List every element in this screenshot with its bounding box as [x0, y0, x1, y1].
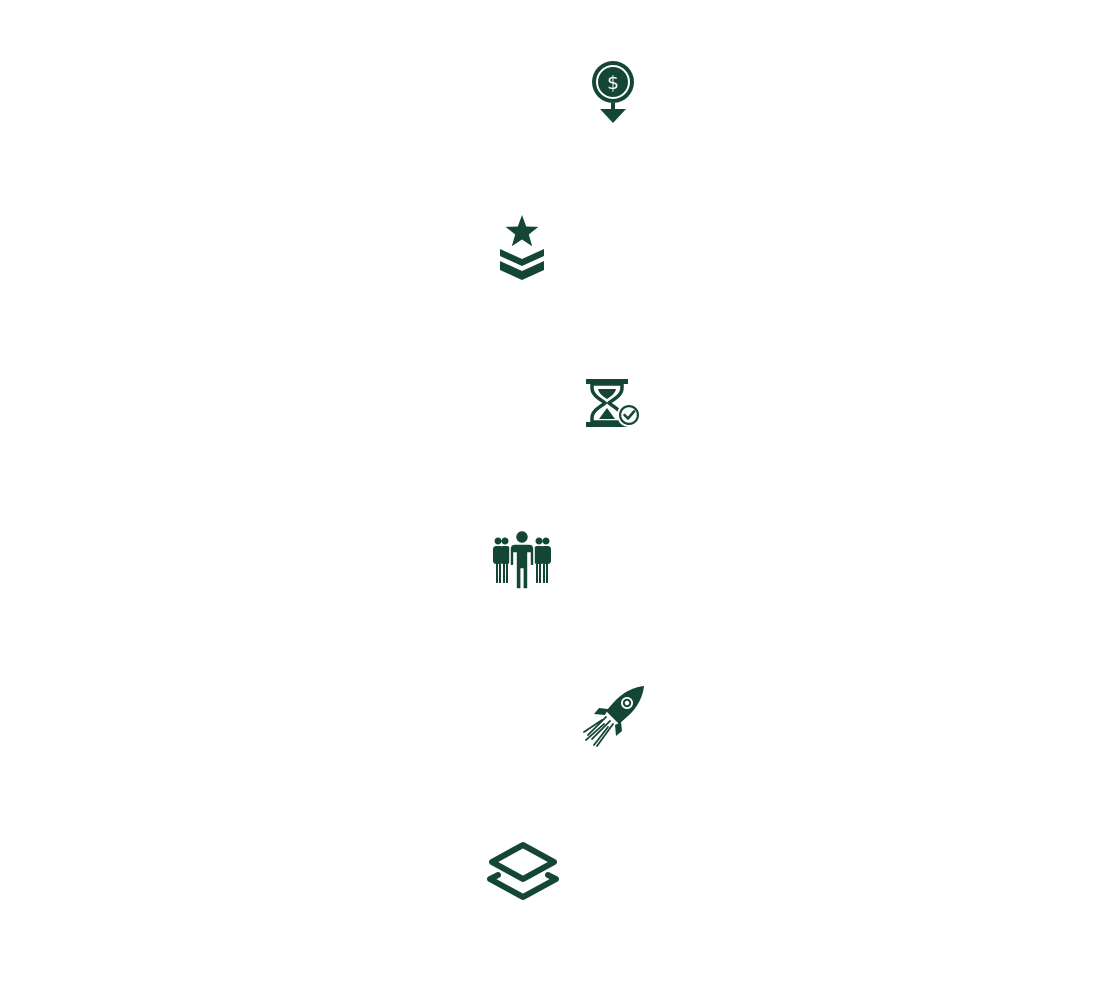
- team-group-icon: [490, 529, 554, 591]
- rank-chevron-icon: [498, 214, 546, 282]
- rocket-launch-icon: [582, 684, 646, 748]
- layers-icon: [486, 841, 560, 901]
- price-drop-icon: $: [590, 60, 636, 124]
- svg-text:$: $: [607, 72, 619, 94]
- hourglass-check-icon: [584, 378, 642, 430]
